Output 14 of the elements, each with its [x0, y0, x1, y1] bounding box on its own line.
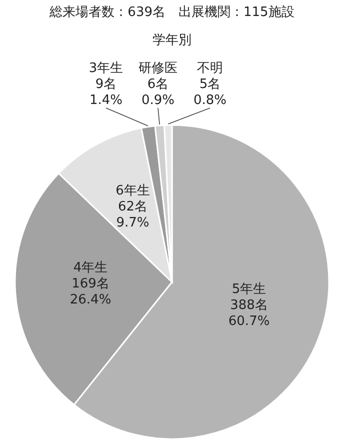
slice-label: 研修医 [138, 61, 178, 76]
chart-title: 総来場者数：639名 出展機関：115施設 [48, 5, 294, 20]
data-label: 62名 9.7% [116, 199, 150, 230]
data-label: 169名 26.4% [70, 276, 112, 308]
slice-label: 6年生 [116, 183, 150, 198]
chart-subtitle: 学年別 [152, 33, 192, 48]
slice-label: 5年生 [232, 282, 266, 297]
slice-label: 不明 [197, 61, 223, 76]
data-label: 388名 60.7% [228, 298, 270, 329]
data-label: 6名 0.9% [141, 77, 175, 108]
data-label: 9名 1.4% [89, 77, 123, 108]
data-label: 5名 0.8% [193, 77, 227, 108]
slice-label: 3年生 [88, 61, 124, 76]
slice-label: 4年生 [73, 260, 108, 276]
